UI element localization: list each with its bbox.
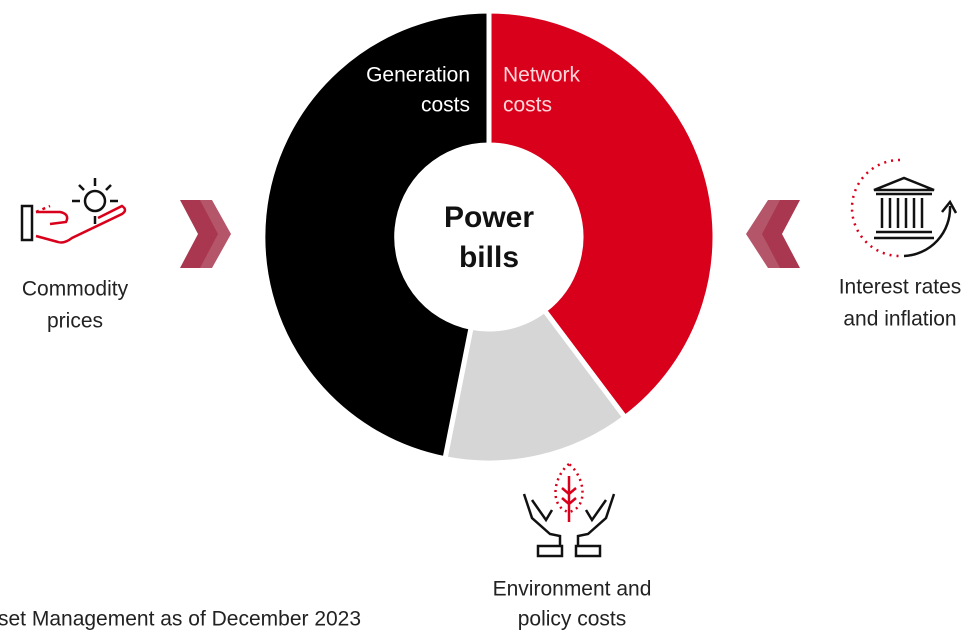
segment-label: costs: [421, 94, 470, 117]
network-segment: [486, 8, 718, 422]
environment-icon: [522, 462, 616, 558]
interest-icon: [850, 158, 958, 258]
segment-label: costs: [503, 94, 552, 117]
footnote: set Management as of December 2023: [0, 608, 361, 631]
segment-label: Generation: [366, 64, 470, 87]
center-label: Power: [444, 201, 534, 234]
segment-label: Network: [503, 64, 581, 87]
chevrons-right: [746, 200, 800, 268]
driver-label: Interest rates: [839, 276, 962, 299]
driver-label: Commodity: [22, 278, 129, 301]
chevrons-left: [180, 200, 231, 268]
commodity-icon: [20, 178, 127, 244]
center-label: bills: [459, 241, 519, 274]
driver-label: Environment and: [493, 578, 652, 601]
driver-label: prices: [47, 310, 103, 333]
environment-segment: [442, 306, 629, 466]
driver-label: policy costs: [518, 608, 627, 631]
generation-segment: [260, 8, 492, 462]
driver-label: and inflation: [843, 308, 956, 331]
donut: [260, 8, 718, 466]
